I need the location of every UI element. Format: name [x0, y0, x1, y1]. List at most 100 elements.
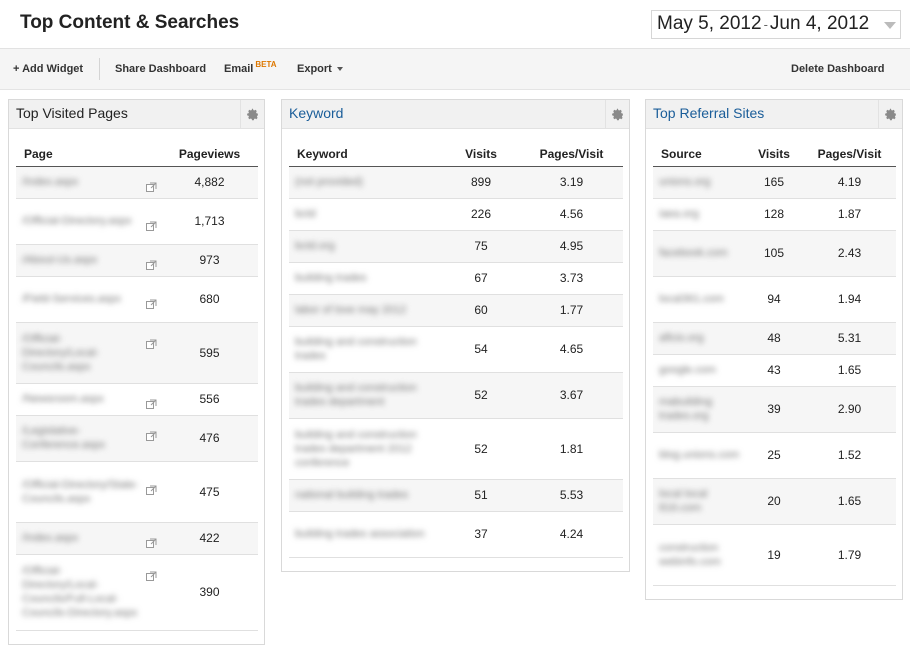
table-row[interactable]: google.com 43 1.65: [653, 354, 896, 387]
table-row[interactable]: /Official-Directory/Local-Councils/Full-…: [16, 554, 258, 631]
table-row[interactable]: /Index.aspx 422: [16, 522, 258, 555]
delete-dashboard-button[interactable]: Delete Dashboard: [791, 63, 885, 75]
source-cell[interactable]: local361.com: [653, 276, 745, 323]
keyword-cell[interactable]: building trades: [289, 262, 442, 295]
table-row[interactable]: building and construction trades departm…: [289, 418, 623, 480]
table-row[interactable]: /Field-Services.aspx 680: [16, 276, 258, 323]
page-link[interactable]: /Official-Directory/Local-Councils/Full-…: [22, 565, 138, 619]
column-header-pages-visit[interactable]: Pages/Visit: [520, 140, 623, 167]
table-row[interactable]: building trades association 37 4.24: [289, 511, 623, 558]
page-link[interactable]: /About-Us.aspx: [22, 254, 98, 266]
page-link[interactable]: /Newsroom.aspx: [22, 393, 104, 405]
page-cell[interactable]: /About-Us.aspx: [16, 244, 161, 277]
external-link-icon[interactable]: [146, 181, 157, 192]
keyword-cell[interactable]: building and construction trades: [289, 326, 442, 373]
keyword-link[interactable]: national building trades: [295, 489, 409, 501]
keyword-cell[interactable]: building trades association: [289, 511, 442, 558]
page-cell[interactable]: /Official-Directory.aspx: [16, 198, 161, 245]
column-header-pages-visit[interactable]: Pages/Visit: [803, 140, 896, 167]
page-cell[interactable]: /Newsroom.aspx: [16, 383, 161, 416]
share-dashboard-button[interactable]: Share Dashboard: [115, 63, 207, 75]
table-row[interactable]: blog.unions.com 25 1.52: [653, 432, 896, 479]
keyword-link[interactable]: building and construction trades departm…: [295, 428, 417, 469]
keyword-link[interactable]: (not provided): [295, 176, 363, 188]
external-link-icon[interactable]: [146, 298, 157, 309]
keyword-cell[interactable]: (not provided): [289, 166, 442, 199]
column-header-page[interactable]: Page: [16, 140, 161, 167]
table-row[interactable]: /Official-Directory.aspx 1,713: [16, 198, 258, 245]
column-header-visits[interactable]: Visits: [442, 140, 520, 167]
widget-title[interactable]: Top Referral Sites: [653, 105, 765, 121]
external-link-icon[interactable]: [146, 220, 157, 231]
keyword-link[interactable]: building trades: [295, 272, 367, 284]
source-cell[interactable]: facebook.com: [653, 230, 745, 277]
add-widget-button[interactable]: + Add Widget: [13, 63, 84, 75]
page-cell[interactable]: /Official-Directory/State-Councils.aspx: [16, 461, 161, 523]
keyword-link[interactable]: building and construction trades: [295, 336, 417, 362]
keyword-link[interactable]: building and construction trades departm…: [295, 382, 417, 408]
column-header-source[interactable]: Source: [653, 140, 745, 167]
table-row[interactable]: construction webinfo.com 19 1.79: [653, 524, 896, 586]
keyword-link[interactable]: building trades association: [295, 528, 425, 540]
column-header-pageviews[interactable]: Pageviews: [161, 140, 258, 167]
page-link[interactable]: /Official-Directory/Local-Councils.aspx: [22, 332, 100, 373]
table-row[interactable]: bctd 226 4.56: [289, 198, 623, 231]
source-link[interactable]: unions.org: [659, 176, 711, 188]
gear-icon[interactable]: [240, 100, 264, 128]
keyword-link[interactable]: bctd.org: [295, 240, 335, 252]
table-row[interactable]: local local 816.com 20 1.65: [653, 478, 896, 525]
page-link[interactable]: /Index.aspx: [22, 176, 79, 188]
source-link[interactable]: aflcio.org: [659, 332, 704, 344]
external-link-icon[interactable]: [146, 338, 157, 349]
date-range-picker[interactable]: May 5, 2012- Jun 4, 2012: [651, 10, 901, 39]
column-header-visits[interactable]: Visits: [745, 140, 803, 167]
keyword-cell[interactable]: bctd.org: [289, 230, 442, 263]
source-cell[interactable]: google.com: [653, 354, 745, 387]
page-cell[interactable]: /Index.aspx: [16, 166, 161, 199]
table-row[interactable]: labor of love may 2012 60 1.77: [289, 294, 623, 327]
page-cell[interactable]: /Official-Directory/Local-Councils/Full-…: [16, 554, 161, 631]
source-link[interactable]: mabuilding trades.org: [659, 396, 713, 422]
table-row[interactable]: national building trades 51 5.53: [289, 479, 623, 512]
external-link-icon[interactable]: [146, 259, 157, 270]
page-link[interactable]: /Index.aspx: [22, 532, 79, 544]
keyword-cell[interactable]: building and construction trades departm…: [289, 372, 442, 419]
chevron-down-icon[interactable]: [884, 22, 896, 29]
table-row[interactable]: building and construction trades 54 4.65: [289, 326, 623, 373]
table-row[interactable]: /Official-Directory/State-Councils.aspx 4…: [16, 461, 258, 523]
keyword-cell[interactable]: bctd: [289, 198, 442, 231]
external-link-icon[interactable]: [146, 537, 157, 548]
source-link[interactable]: local361.com: [659, 293, 724, 305]
table-row[interactable]: aflcio.org 48 5.31: [653, 322, 896, 355]
source-cell[interactable]: local local 816.com: [653, 478, 745, 525]
source-link[interactable]: local local 816.com: [659, 488, 708, 514]
page-cell[interactable]: /Index.aspx: [16, 522, 161, 555]
table-row[interactable]: iaea.org 128 1.87: [653, 198, 896, 231]
source-link[interactable]: construction webinfo.com: [659, 541, 721, 568]
page-cell[interactable]: /Field-Services.aspx: [16, 276, 161, 323]
gear-icon[interactable]: [605, 100, 629, 128]
page-link[interactable]: /Official-Directory/State-Councils.aspx: [22, 478, 139, 505]
table-row[interactable]: (not provided) 899 3.19: [289, 166, 623, 199]
page-link[interactable]: /Legislative-Conference.aspx: [22, 425, 106, 451]
external-link-icon[interactable]: [146, 570, 157, 581]
page-cell[interactable]: /Official-Directory/Local-Councils.aspx: [16, 322, 161, 384]
export-button[interactable]: Export: [297, 63, 343, 75]
page-link[interactable]: /Field-Services.aspx: [22, 293, 122, 305]
gear-icon[interactable]: [878, 100, 902, 128]
external-link-icon[interactable]: [146, 484, 157, 495]
page-cell[interactable]: /Legislative-Conference.aspx: [16, 415, 161, 462]
source-cell[interactable]: mabuilding trades.org: [653, 386, 745, 433]
table-row[interactable]: /Legislative-Conference.aspx 476: [16, 415, 258, 462]
table-row[interactable]: building and construction trades departm…: [289, 372, 623, 419]
table-row[interactable]: facebook.com 105 2.43: [653, 230, 896, 277]
source-link[interactable]: iaea.org: [659, 208, 699, 220]
source-link[interactable]: google.com: [659, 364, 716, 376]
table-row[interactable]: unions.org 165 4.19: [653, 166, 896, 199]
external-link-icon[interactable]: [146, 398, 157, 409]
table-row[interactable]: /Newsroom.aspx 556: [16, 383, 258, 416]
email-button[interactable]: Email BETA: [224, 60, 277, 75]
table-row[interactable]: /Index.aspx 4,882: [16, 166, 258, 199]
source-link[interactable]: facebook.com: [659, 247, 728, 259]
table-row[interactable]: mabuilding trades.org 39 2.90: [653, 386, 896, 433]
